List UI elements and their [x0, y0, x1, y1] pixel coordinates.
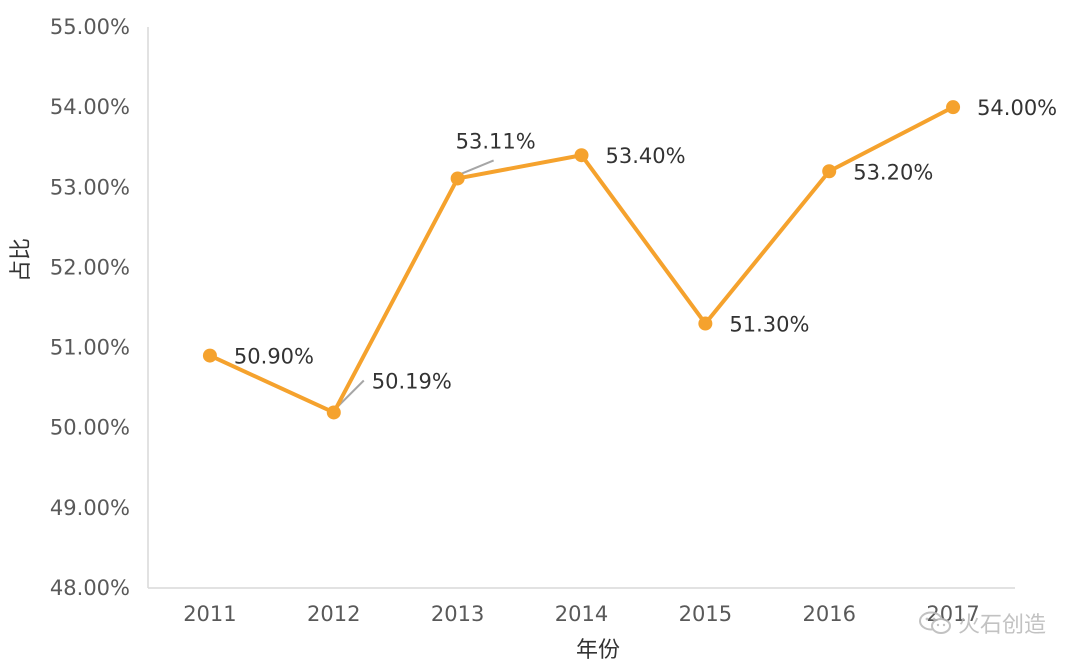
x-tick-label: 2016: [802, 602, 855, 626]
data-label: 51.30%: [729, 313, 809, 337]
data-label: 53.20%: [853, 160, 933, 184]
data-point: [822, 164, 836, 178]
data-label: 54.00%: [977, 96, 1057, 120]
data-label: 50.19%: [372, 369, 452, 393]
data-point: [451, 171, 465, 185]
data-label: 53.40%: [606, 144, 686, 168]
data-point: [575, 148, 589, 162]
data-point: [327, 405, 341, 419]
y-tick-label: 55.00%: [50, 15, 130, 39]
x-tick-label: 2015: [679, 602, 732, 626]
data-label: 53.11%: [456, 129, 536, 153]
data-points: [203, 100, 960, 419]
y-tick-label: 52.00%: [50, 255, 130, 279]
x-tick-label: 2013: [431, 602, 484, 626]
y-tick-label: 51.00%: [50, 336, 130, 360]
x-axis: 2011 2012 2013 2014 2015 2016 2017: [148, 588, 1015, 626]
data-point: [203, 349, 217, 363]
watermark-text: 火石创造: [958, 607, 1046, 639]
x-tick-label: 2011: [183, 602, 236, 626]
data-label: 50.90%: [234, 345, 314, 369]
y-axis-title: 占比: [9, 238, 34, 282]
y-tick-label: 48.00%: [50, 576, 130, 600]
y-tick-label: 54.00%: [50, 95, 130, 119]
y-axis: 48.00% 49.00% 50.00% 51.00% 52.00% 53.00% 54.0…: [50, 15, 148, 600]
x-tick-label: 2014: [555, 602, 608, 626]
wechat-icon: [918, 611, 952, 635]
y-tick-label: 49.00%: [50, 496, 130, 520]
line-chart: 48.00% 49.00% 50.00% 51.00% 52.00% 53.00% 54.0…: [0, 0, 1080, 671]
data-point: [946, 100, 960, 114]
x-axis-title: 年份: [576, 638, 620, 663]
y-tick-label: 53.00%: [50, 175, 130, 199]
watermark: 火石创造: [918, 607, 1046, 639]
x-tick-label: 2012: [307, 602, 360, 626]
data-point: [698, 317, 712, 331]
y-tick-label: 50.00%: [50, 416, 130, 440]
